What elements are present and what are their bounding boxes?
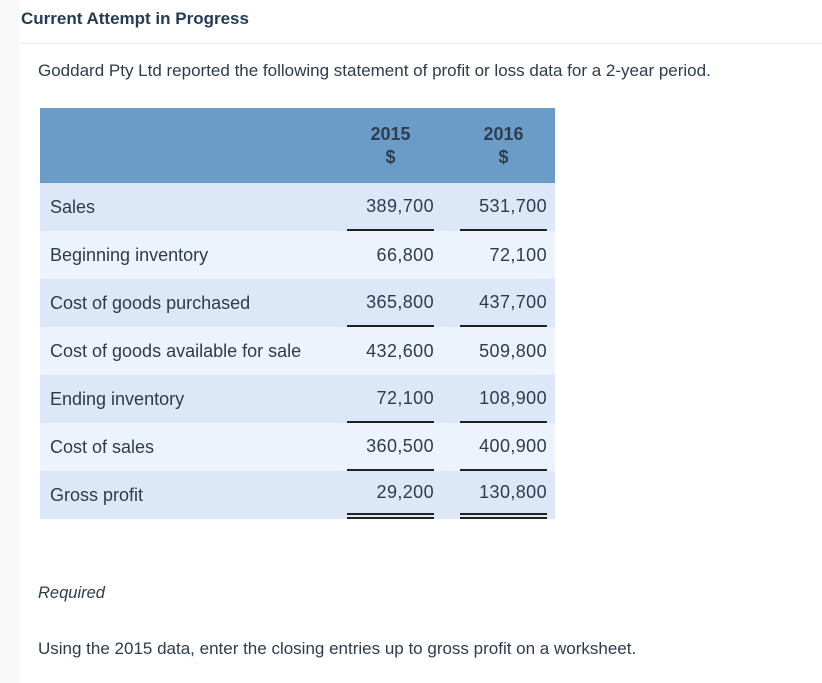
page-title: Current Attempt in Progress — [21, 9, 249, 28]
row-value-col2016: 130,800 — [445, 471, 555, 519]
header-empty-cell — [40, 108, 335, 183]
row-label: Sales — [50, 196, 96, 217]
row-label: Cost of goods available for sale — [50, 340, 302, 361]
row-value-col2016: 531,700 — [445, 183, 555, 231]
row-value-col2016: 400,900 — [445, 423, 555, 471]
row-label: Beginning inventory — [50, 244, 209, 265]
required-label: Required — [38, 584, 105, 602]
table-body: Sales 389,700 531,700 Beginning inventory 66… — [40, 183, 555, 519]
row-value-col2015: 365,800 — [335, 279, 445, 327]
table-row: Beginning inventory 66,800 72,100 — [40, 231, 555, 279]
year-label: 2016 — [483, 123, 524, 144]
row-label: Cost of goods purchased — [50, 292, 251, 313]
row-value-col2015: 72,100 — [335, 375, 445, 423]
currency-symbol: $ — [498, 146, 509, 167]
instruction-text: Using the 2015 data, enter the closing e… — [38, 639, 637, 658]
row-value-col2015: 360,500 — [335, 423, 445, 471]
row-value-col2016: 72,100 — [489, 244, 547, 265]
table-header-row: 2015 $ 2016 $ — [40, 108, 555, 183]
year-label: 2015 — [370, 123, 411, 144]
row-value-col2015: 29,200 — [335, 471, 445, 519]
row-label: Gross profit — [50, 484, 144, 505]
currency-symbol: $ — [385, 146, 396, 167]
problem-statement: Goddard Pty Ltd reported the following s… — [38, 61, 711, 80]
profit-loss-table: 2015 $ 2016 $ Sales 389,700 531,700 Beginni… — [40, 108, 555, 519]
row-label: Cost of sales — [50, 436, 155, 457]
row-value-col2016: 509,800 — [479, 340, 547, 361]
table-row: Gross profit 29,200 130,800 — [40, 471, 555, 519]
row-value-col2015: 389,700 — [335, 183, 445, 231]
row-label: Ending inventory — [50, 388, 185, 409]
table-row: Cost of goods available for sale 432,600 5… — [40, 327, 555, 375]
table-row: Sales 389,700 531,700 — [40, 183, 555, 231]
column-header-2016: 2016 $ — [445, 108, 555, 183]
table-row: Cost of sales 360,500 400,900 — [40, 423, 555, 471]
row-value-col2016: 437,700 — [445, 279, 555, 327]
header-divider — [21, 43, 822, 44]
row-value-col2015: 432,600 — [366, 340, 434, 361]
table-header: 2015 $ 2016 $ — [40, 108, 555, 183]
table-row: Cost of goods purchased 365,800 437,700 — [40, 279, 555, 327]
row-value-col2015: 66,800 — [376, 244, 434, 265]
column-header-2015: 2015 $ — [335, 108, 445, 183]
row-value-col2016: 108,900 — [445, 375, 555, 423]
table-row: Ending inventory 72,100 108,900 — [40, 375, 555, 423]
page-left-gutter — [0, 0, 20, 683]
